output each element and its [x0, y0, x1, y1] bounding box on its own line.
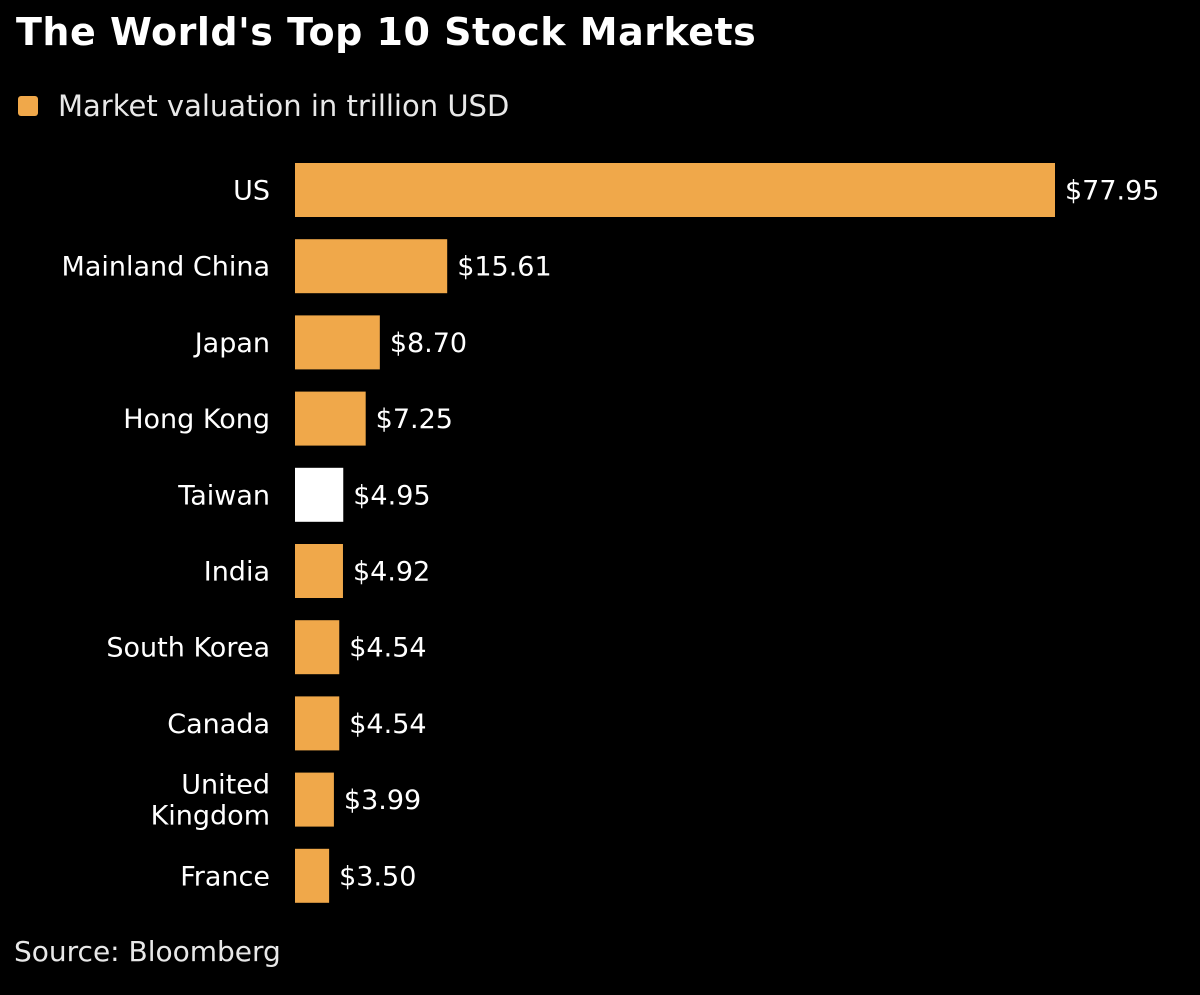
category-label-mainland-china: Mainland China	[62, 252, 270, 283]
value-label-hong-kong: $7.25	[376, 404, 453, 435]
category-label-india: India	[204, 556, 270, 587]
bar-hong-kong	[295, 391, 366, 446]
category-label-hong-kong: Hong Kong	[123, 404, 270, 435]
category-label-japan: Japan	[193, 328, 270, 359]
legend-label: Market valuation in trillion USD	[58, 89, 510, 123]
bar-india	[295, 544, 343, 598]
value-label-india: $4.92	[353, 556, 430, 587]
bar-taiwan	[295, 467, 344, 522]
bar-canada	[295, 696, 340, 751]
bar-mainland-china	[295, 239, 448, 294]
category-label-united-kingdom: United Kingdom	[151, 770, 270, 832]
source-note: Source: Bloomberg	[14, 935, 281, 968]
category-label-south-korea: South Korea	[106, 633, 270, 664]
category-label-us: US	[233, 175, 270, 206]
legend: Market valuation in trillion USD	[18, 86, 509, 126]
category-label-france: France	[180, 861, 270, 892]
legend-swatch	[18, 96, 38, 116]
value-label-south-korea: $4.54	[349, 633, 426, 664]
chart-title: The World's Top 10 Stock Markets	[16, 10, 757, 54]
category-label-taiwan: Taiwan	[177, 480, 270, 511]
value-label-mainland-china: $15.61	[457, 252, 551, 283]
bar-south-korea	[295, 620, 340, 675]
category-label-canada: Canada	[167, 709, 270, 740]
value-label-taiwan: $4.95	[353, 480, 430, 511]
bar-us	[295, 163, 1055, 217]
bar-france	[295, 848, 330, 903]
bar-japan	[295, 315, 380, 370]
bar-united-kingdom	[295, 772, 334, 827]
value-label-france: $3.50	[339, 861, 416, 892]
value-label-japan: $8.70	[390, 328, 467, 359]
value-label-canada: $4.54	[349, 709, 426, 740]
value-label-us: $77.95	[1065, 175, 1159, 206]
value-label-united-kingdom: $3.99	[344, 785, 421, 816]
